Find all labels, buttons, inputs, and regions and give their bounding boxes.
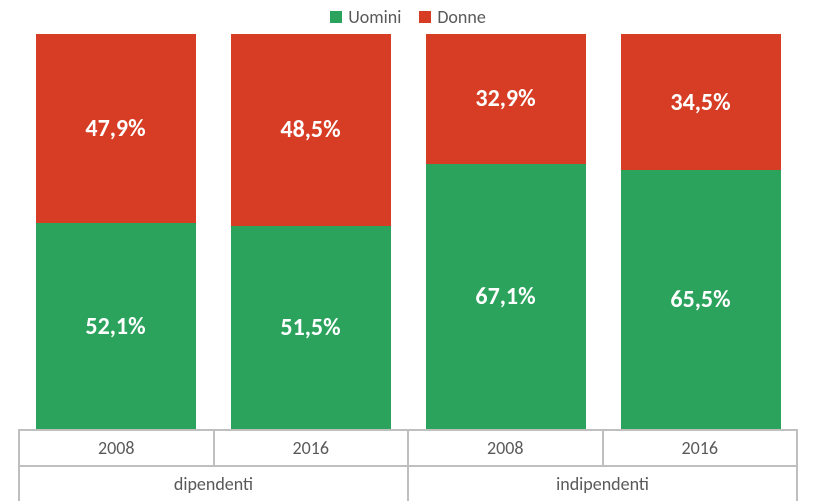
bar-indipendenti-2008: 32,9% 67,1%: [408, 34, 603, 429]
axis-year-label: 2016: [215, 431, 410, 467]
bar-segment-label: 67,1%: [475, 282, 535, 311]
axis-year-label: 2008: [20, 431, 215, 467]
bar-segment-label: 34,5%: [670, 88, 730, 117]
legend-label-uomini: Uomini: [348, 6, 401, 28]
chart-plot: 47,9% 52,1% 48,5% 51,5%: [18, 34, 798, 501]
stacked-bar: 34,5% 65,5%: [621, 34, 781, 429]
axis-year-row: 2008 2016: [20, 431, 409, 467]
bar-segment-label: 47,9%: [85, 114, 145, 143]
axis-year-label: 2008: [409, 431, 604, 467]
bar-segment-label: 51,5%: [280, 313, 340, 342]
bar-segment-label: 48,5%: [280, 115, 340, 144]
bar-segment-donne: 47,9%: [36, 34, 196, 223]
bar-segment-label: 32,9%: [475, 84, 535, 113]
legend-label-donne: Donne: [437, 6, 485, 28]
chart-legend: Uomini Donne: [18, 0, 798, 34]
legend-swatch-uomini: [330, 11, 342, 23]
axis-group-dipendenti: 2008 2016 dipendenti: [20, 431, 409, 501]
stacked-bar: 48,5% 51,5%: [231, 34, 391, 429]
bar-segment-uomini: 51,5%: [231, 226, 391, 429]
bar-indipendenti-2016: 34,5% 65,5%: [603, 34, 798, 429]
bar-segment-label: 65,5%: [670, 285, 730, 314]
axis-group-indipendenti: 2008 2016 indipendenti: [409, 431, 798, 501]
bar-segment-uomini: 65,5%: [621, 170, 781, 429]
legend-swatch-donne: [419, 11, 431, 23]
bar-dipendenti-2008: 47,9% 52,1%: [18, 34, 213, 429]
legend-item-donne: Donne: [419, 6, 485, 28]
legend-item-uomini: Uomini: [330, 6, 401, 28]
axis-year-label: 2016: [604, 431, 799, 467]
axis-year-row: 2008 2016: [409, 431, 798, 467]
axis-category-label: indipendenti: [409, 467, 798, 501]
chart-axis: 2008 2016 dipendenti 2008 2016 indipende…: [18, 431, 798, 501]
bar-segment-donne: 48,5%: [231, 34, 391, 226]
bar-group-dipendenti: 47,9% 52,1% 48,5% 51,5%: [18, 34, 408, 429]
bar-segment-donne: 34,5%: [621, 34, 781, 170]
stacked-bar-chart: Uomini Donne 47,9% 52,1%: [0, 0, 816, 501]
bar-group-indipendenti: 32,9% 67,1% 34,5% 65,5%: [408, 34, 798, 429]
bar-segment-uomini: 52,1%: [36, 223, 196, 429]
bar-dipendenti-2016: 48,5% 51,5%: [213, 34, 408, 429]
stacked-bar: 32,9% 67,1%: [426, 34, 586, 429]
stacked-bar: 47,9% 52,1%: [36, 34, 196, 429]
bar-segment-label: 52,1%: [85, 312, 145, 341]
bar-segment-uomini: 67,1%: [426, 164, 586, 429]
axis-category-label: dipendenti: [20, 467, 409, 501]
bar-segment-donne: 32,9%: [426, 34, 586, 164]
chart-bars-row: 47,9% 52,1% 48,5% 51,5%: [18, 34, 798, 431]
